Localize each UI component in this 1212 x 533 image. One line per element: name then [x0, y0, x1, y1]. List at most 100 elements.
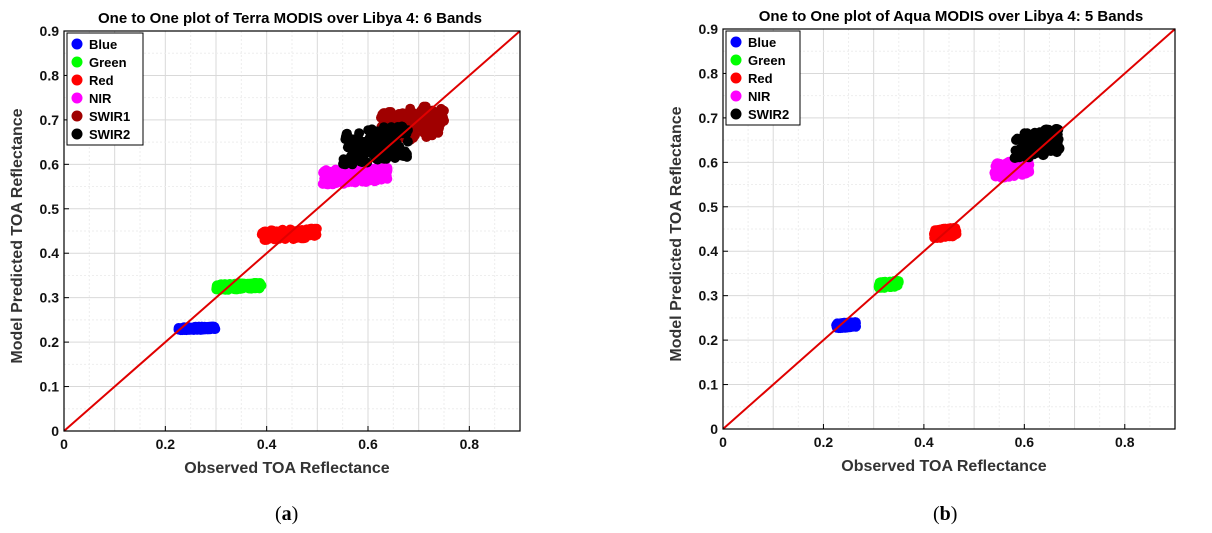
data-point: [211, 281, 222, 291]
data-point: [354, 128, 365, 139]
scatter-plot-a: 0 0.2 0.4 0.6 0.8 0 0.1 0.2 0.3 0.4 0.5 0.6 0.7 0.8 0.…: [9, 10, 521, 525]
chart-panel-b: 0 0.2 0.4 0.6 0.8 0 0.1 0.2 0.3 0.4 0.5 0.6 0.7 0.8 0.…: [606, 0, 1212, 533]
data-point: [386, 113, 397, 124]
x-tick-label: 0.4: [914, 434, 934, 450]
series-swir2: [338, 121, 413, 170]
legend-label-swir1: SWIR1: [89, 109, 130, 124]
one-to-one-line: [63, 30, 521, 432]
data-point: [364, 146, 374, 157]
data-point: [399, 124, 410, 135]
y-tick-label: 0.9: [40, 23, 60, 39]
scatter-plot-b: 0 0.2 0.4 0.6 0.8 0 0.1 0.2 0.3 0.4 0.5 0.6 0.7 0.8 0.…: [668, 8, 1176, 525]
data-point: [249, 278, 260, 288]
data-point: [997, 166, 1008, 177]
legend-label-swir2: SWIR2: [748, 107, 789, 122]
data-point: [237, 278, 248, 289]
data-point: [438, 112, 449, 123]
data-point: [317, 178, 328, 189]
y-tick-label: 0.5: [40, 201, 60, 217]
data-point: [1046, 136, 1057, 147]
data-point: [418, 101, 429, 112]
data-point: [353, 144, 364, 155]
data-point: [341, 129, 352, 140]
legend-marker-blue: [71, 38, 83, 50]
series-green: [211, 278, 267, 295]
data-point: [1043, 124, 1054, 135]
legend-marker-red: [71, 74, 83, 86]
panel-label: (b): [933, 503, 957, 525]
legend-marker-swir1: [71, 110, 83, 122]
data-point: [372, 126, 383, 137]
data-point: [346, 136, 357, 147]
data-point: [274, 231, 285, 241]
y-tick-label: 0.4: [699, 243, 719, 259]
series-blue: [173, 321, 221, 336]
chart-panel-a: 0 0.2 0.4 0.6 0.8 0 0.1 0.2 0.3 0.4 0.5 0.6 0.7 0.8 0.…: [9, 10, 521, 525]
legend: Blue Green Red NIR SWIR1 SWIR2: [66, 32, 144, 146]
x-tick-label: 0.8: [1115, 434, 1135, 450]
y-tick-label: 0.6: [699, 154, 719, 170]
data-point: [1010, 152, 1021, 163]
data-point: [369, 164, 379, 174]
x-axis-label: Observed TOA Reflectance: [184, 460, 390, 477]
y-tick-label: 0.2: [699, 332, 719, 348]
legend-label-nir: NIR: [748, 89, 771, 104]
legend-marker-red: [730, 72, 742, 84]
legend-marker-nir: [71, 92, 83, 104]
y-tick-label: 0.9: [699, 21, 719, 37]
x-tick-label: 0.6: [358, 436, 378, 452]
chart-title: One to One plot of Aqua MODIS over Libya…: [759, 8, 1144, 25]
legend-label-green: Green: [748, 53, 786, 68]
panel-label: (a): [275, 503, 298, 525]
data-point: [406, 110, 416, 120]
y-tick-label: 0: [51, 423, 59, 439]
x-tick-label: 0.8: [460, 436, 480, 452]
y-tick-label: 0: [710, 421, 718, 437]
legend: Blue Green Red NIR SWIR2: [725, 30, 801, 126]
data-point: [379, 108, 390, 119]
data-point: [1019, 165, 1030, 176]
y-tick-label: 0.7: [699, 110, 719, 126]
data-point: [840, 322, 851, 333]
panel-letter: a: [282, 503, 292, 525]
x-tick-label: 0.6: [1015, 434, 1035, 450]
legend-label-green: Green: [89, 55, 127, 70]
data-point: [892, 278, 903, 289]
data-point: [199, 322, 210, 333]
y-tick-label: 0.5: [699, 199, 719, 215]
x-axis-label: Observed TOA Reflectance: [841, 458, 1047, 475]
data-point: [338, 158, 349, 169]
legend-marker-blue: [730, 36, 742, 48]
y-tick-label: 0.1: [699, 377, 719, 393]
y-tick-label: 0.2: [40, 334, 60, 350]
one-to-one-line: [722, 28, 1176, 430]
legend-marker-nir: [730, 90, 742, 102]
legend-marker-green: [71, 56, 83, 68]
data-point: [327, 179, 338, 190]
x-tick-label: 0.2: [814, 434, 834, 450]
x-tick-label: 0: [719, 434, 727, 450]
legend-label-swir2: SWIR2: [89, 127, 130, 142]
plot-frame: [722, 28, 1176, 430]
data-point: [347, 159, 358, 170]
legend-marker-green: [730, 54, 742, 66]
chart-title: One to One plot of Terra MODIS over Liby…: [98, 10, 482, 27]
legend-marker-swir2: [730, 108, 742, 120]
plot-frame: [63, 30, 521, 432]
data-point: [398, 151, 409, 161]
series-swir2: [1009, 124, 1065, 163]
data-point: [321, 165, 332, 176]
data-point: [850, 318, 861, 329]
y-tick-label: 0.4: [40, 245, 60, 261]
data-point: [402, 136, 413, 147]
legend-label-nir: NIR: [89, 91, 112, 106]
data-point: [385, 133, 396, 144]
data-point: [209, 322, 220, 333]
panel-letter: b: [940, 503, 951, 525]
y-axis-label: Model Predicted TOA Reflectance: [668, 106, 685, 361]
data-point: [292, 232, 303, 243]
legend-label-blue: Blue: [748, 35, 776, 50]
legend-label-red: Red: [748, 71, 773, 86]
data-point: [1002, 158, 1013, 169]
data-point: [946, 224, 957, 235]
